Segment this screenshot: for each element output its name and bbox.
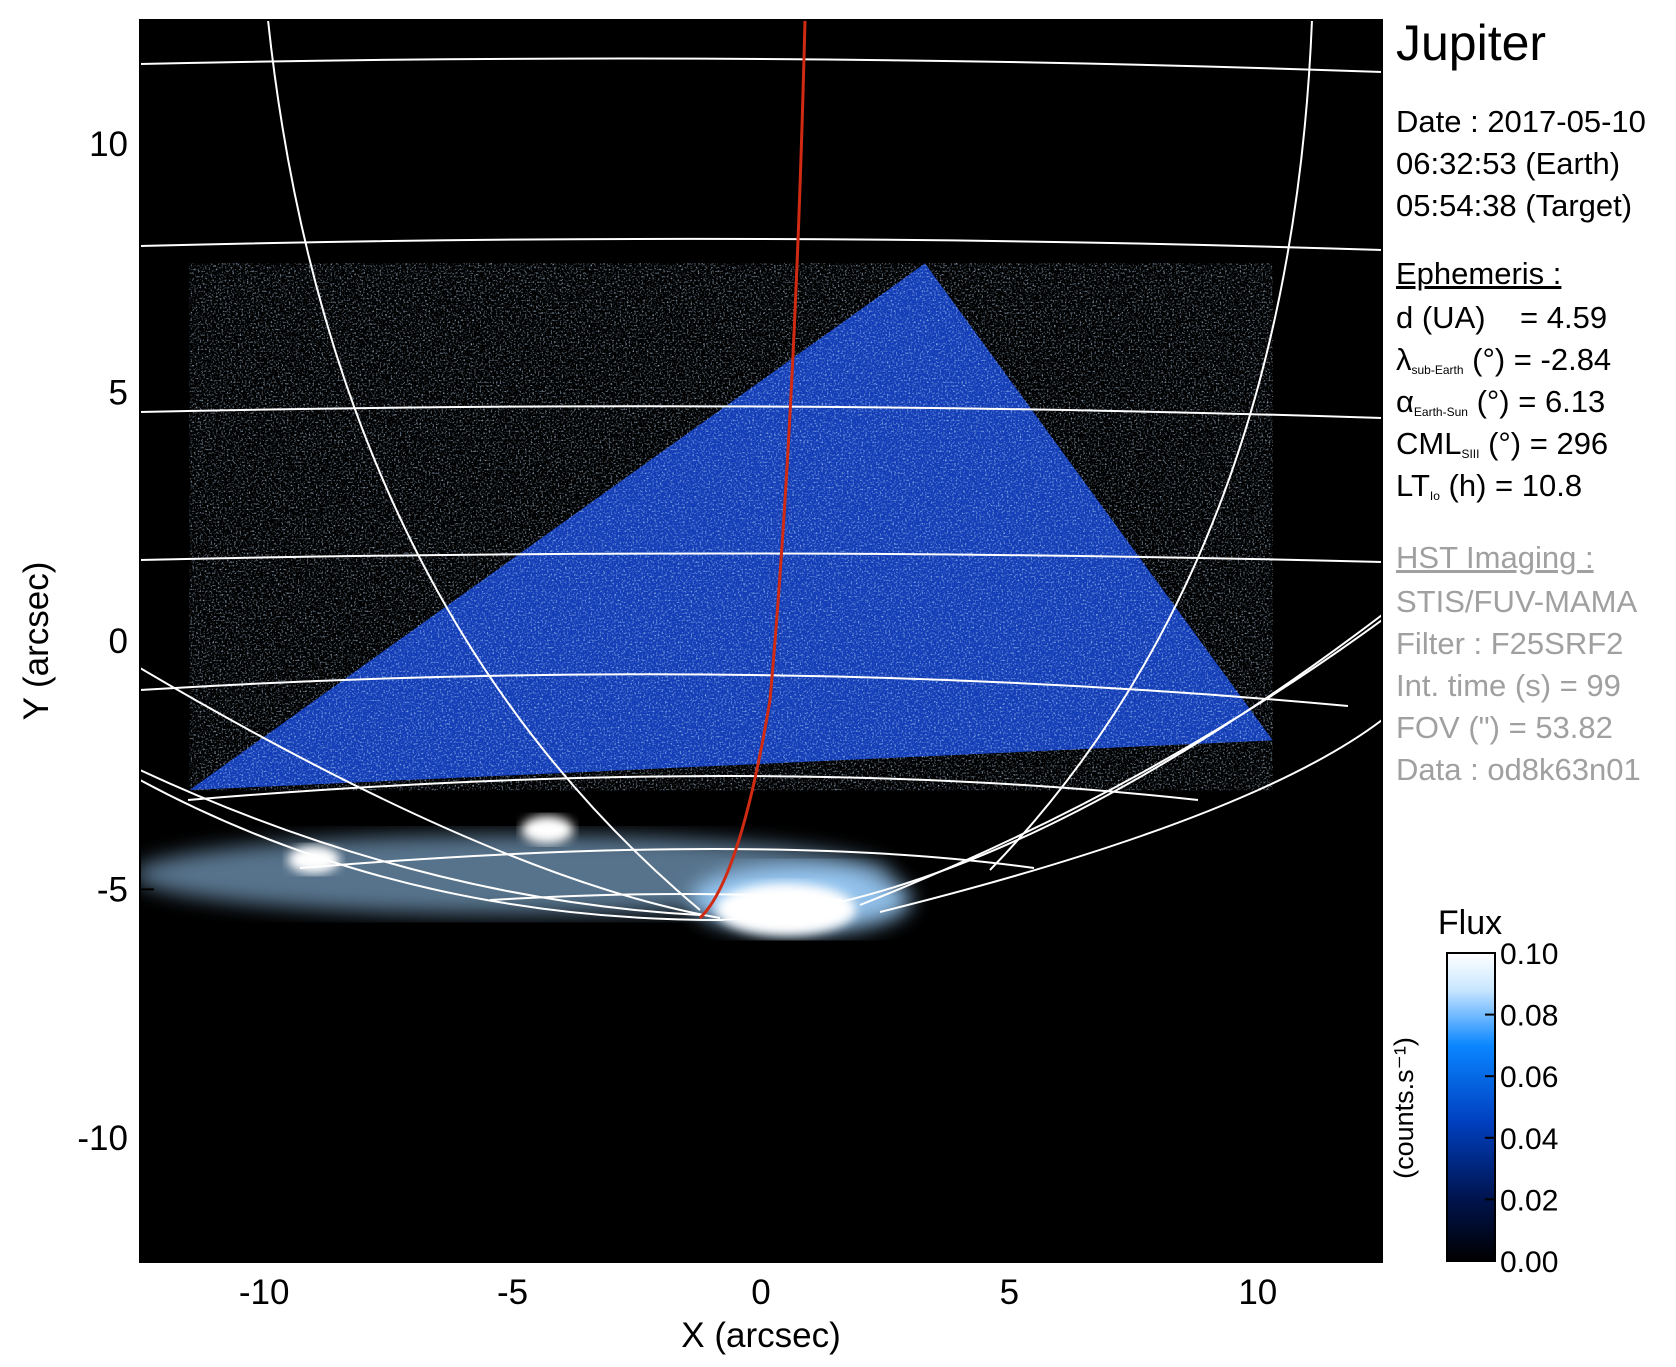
lambda-symbol: λ xyxy=(1396,342,1412,377)
local-time-row: LTIo (h) = 10.8 xyxy=(1396,470,1582,502)
longitude-line xyxy=(140,769,701,916)
lt-symbol: LT xyxy=(1396,468,1430,503)
colorbar-unit: (counts.s⁻¹) xyxy=(1389,1037,1419,1179)
colorbar-tick-label: 0.00 xyxy=(1500,1246,1558,1279)
latitude-line xyxy=(299,848,1035,869)
alpha-symbol: α xyxy=(1396,384,1414,419)
latitude-line xyxy=(140,237,1382,251)
date-text: Date : 2017-05-10 xyxy=(1396,104,1646,139)
auroral-spot xyxy=(715,883,856,936)
x-axis-label: X (arcsec) xyxy=(681,1316,840,1355)
instrument-text: STIS/FUV-MAMA xyxy=(1396,584,1638,619)
io-footprint-trace xyxy=(698,20,807,920)
fov-text: FOV (") = 53.82 xyxy=(1396,710,1613,745)
latitude-line xyxy=(140,57,1382,73)
x-tick-label: 10 xyxy=(1238,1273,1277,1312)
ephemeris-header: Ephemeris : xyxy=(1396,256,1562,291)
cml-subscript: SIII xyxy=(1461,447,1480,461)
int-time-text: Int. time (s) = 99 xyxy=(1396,668,1621,703)
lt-subscript: Io xyxy=(1429,489,1440,503)
sub-earth-latitude-row: λsub-Earth (°) = -2.84 xyxy=(1396,344,1611,376)
colorbar-tick-label: 0.08 xyxy=(1500,1000,1558,1033)
longitude-line xyxy=(879,719,1382,913)
x-tick-label: 5 xyxy=(1000,1273,1019,1312)
latitude-line xyxy=(187,775,1199,801)
y-tick-label: -10 xyxy=(77,1119,128,1158)
x-ticks: -10 -5 0 5 10 xyxy=(239,20,1277,1312)
distance-label: d (UA) xyxy=(1396,300,1486,335)
longitude-line xyxy=(989,20,1313,871)
observation-footprint xyxy=(189,263,1273,791)
distance-value: = 4.59 xyxy=(1520,300,1608,335)
planet-title: Jupiter xyxy=(1396,15,1547,71)
colorbar-title: Flux xyxy=(1438,904,1502,942)
lambda-subscript: sub-Earth xyxy=(1411,363,1464,377)
latitude-line xyxy=(140,673,1349,707)
cml-row: CMLSIII (°) = 296 xyxy=(1396,428,1608,460)
latitude-line xyxy=(140,405,1382,419)
colorbar-tick-label: 0.06 xyxy=(1500,1061,1558,1094)
y-tick-label: 0 xyxy=(109,622,128,661)
x-tick-label: 0 xyxy=(751,1273,770,1312)
x-tick-label: -5 xyxy=(497,1273,528,1312)
longitude-line xyxy=(267,20,701,911)
colorbar xyxy=(1446,952,1496,1262)
distance-row: d (UA) = 4.59 xyxy=(1396,302,1607,333)
colorbar-ticks: 0.10 0.08 0.06 0.04 0.02 0.00 xyxy=(1485,938,1558,1279)
earth-time-text: 06:32:53 (Earth) xyxy=(1396,146,1621,181)
hst-header: HST Imaging : xyxy=(1396,540,1594,575)
alpha-value: (°) = 6.13 xyxy=(1467,384,1606,419)
footprint-noise xyxy=(189,263,1273,791)
y-tick-label: 5 xyxy=(109,374,128,413)
phase-angle-row: αEarth-Sun (°) = 6.13 xyxy=(1396,386,1605,418)
cml-value: (°) = 296 xyxy=(1479,426,1609,461)
latlon-grid xyxy=(140,20,1382,922)
target-time-text: 05:54:38 (Target) xyxy=(1396,188,1633,223)
lt-value: (h) = 10.8 xyxy=(1439,468,1583,503)
dataset-text: Data : od8k63n01 xyxy=(1396,752,1641,787)
colorbar-tick-label: 0.10 xyxy=(1500,938,1558,971)
x-tick-label: -10 xyxy=(239,1273,290,1312)
auroral-spot xyxy=(521,815,574,844)
cml-symbol: CML xyxy=(1396,426,1462,461)
lambda-value: (°) = -2.84 xyxy=(1463,342,1612,377)
limb-curve xyxy=(140,614,1382,922)
colorbar-tick-label: 0.02 xyxy=(1500,1184,1558,1217)
alpha-subscript: Earth-Sun xyxy=(1413,405,1468,419)
filter-text: Filter : F25SRF2 xyxy=(1396,626,1624,661)
y-ticks: 10 5 0 -5 -10 xyxy=(77,125,1382,1158)
colorbar-tick-label: 0.04 xyxy=(1500,1123,1558,1156)
y-axis-label: Y (arcsec) xyxy=(17,562,56,721)
y-tick-label: 10 xyxy=(89,125,128,164)
y-tick-label: -5 xyxy=(97,870,128,909)
longitude-line xyxy=(140,667,721,919)
colorbar-label: (counts.s⁻¹) xyxy=(1389,1037,1419,1179)
